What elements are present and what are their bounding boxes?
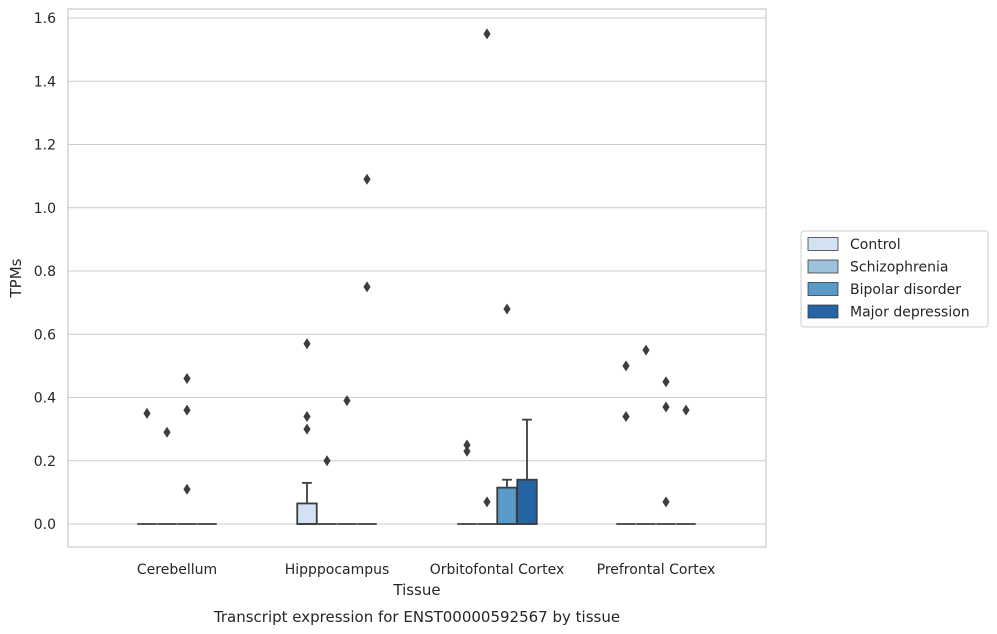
plot-area-frame — [67, 8, 767, 548]
box-group — [157, 426, 177, 525]
outlier-point — [662, 496, 670, 508]
outlier-point — [163, 426, 171, 438]
outlier-point — [463, 445, 471, 457]
y-tick-label: 1.2 — [34, 138, 56, 154]
outlier-point — [343, 395, 351, 407]
outlier-point — [682, 404, 690, 416]
legend-label: Control — [850, 237, 901, 253]
x-tick-label: Orbitofontal Cortex — [430, 562, 565, 578]
outlier-point — [622, 360, 630, 372]
outlier-point — [363, 173, 371, 185]
legend-swatch — [807, 304, 839, 319]
box — [496, 486, 518, 525]
x-tick-label: Prefrontal Cortex — [597, 562, 716, 578]
outlier-point — [483, 496, 491, 508]
outlier-point — [363, 281, 371, 293]
x-tick-label: Cerebellum — [137, 562, 217, 578]
outlier-point — [323, 455, 331, 467]
box-group — [296, 338, 318, 525]
outlier-point — [183, 483, 191, 495]
outlier-point — [662, 376, 670, 388]
x-tick-label: Hipppocampus — [285, 562, 390, 578]
box-group — [137, 407, 157, 525]
chart-title: Transcript expression for ENST0000059256… — [213, 608, 620, 626]
legend-swatch — [807, 282, 839, 296]
box-group — [337, 395, 357, 525]
x-axis-ticks: Cerebellum Hipppocampus Orbitofontal Corte… — [137, 562, 715, 578]
box-group — [477, 28, 497, 525]
legend-label: Bipolar disorder — [850, 282, 961, 298]
box — [296, 502, 318, 525]
box — [516, 478, 538, 525]
outlier-point — [622, 410, 630, 422]
y-tick-label: 0.8 — [34, 264, 56, 280]
legend-frame — [800, 230, 989, 328]
box-group — [177, 373, 197, 525]
y-tick-label: 0.6 — [34, 327, 56, 343]
outlier-point — [483, 28, 491, 40]
box-group — [516, 418, 538, 525]
gridlines — [68, 17, 766, 525]
outlier-point — [303, 410, 311, 422]
y-tick-label: 0.0 — [34, 517, 56, 533]
box-group — [636, 344, 656, 525]
outlier-point — [303, 338, 311, 350]
outlier-point — [503, 303, 511, 315]
box-group — [496, 303, 518, 525]
outlier-point — [463, 439, 471, 451]
box-group — [317, 455, 337, 525]
outlier-point — [662, 401, 670, 413]
outlier-point — [303, 423, 311, 435]
outlier-point — [642, 344, 650, 356]
y-tick-label: 0.4 — [34, 391, 56, 407]
outlier-point — [143, 407, 151, 419]
y-axis-ticks: 0.0 0.2 0.4 0.6 0.8 1.0 1.2 1.4 1.6 — [34, 11, 56, 533]
box-group — [457, 439, 477, 525]
y-axis-label: TPMs — [7, 258, 25, 298]
legend-label: Major depression — [850, 305, 970, 321]
box-marks — [137, 28, 696, 525]
outlier-point — [183, 404, 191, 416]
y-tick-label: 0.2 — [34, 454, 56, 470]
box-group — [357, 173, 377, 525]
box-group — [676, 404, 696, 525]
legend: Control Schizophrenia Bipolar disorder Majo… — [800, 230, 989, 328]
legend-swatch — [807, 259, 839, 274]
y-tick-label: 1.0 — [34, 201, 56, 217]
box-group — [656, 376, 676, 525]
legend-label: Schizophrenia — [850, 260, 948, 276]
x-axis-label: Tissue — [392, 581, 440, 599]
y-tick-label: 1.4 — [34, 74, 56, 90]
box-group — [616, 360, 636, 525]
y-tick-label: 1.6 — [34, 11, 56, 27]
outlier-point — [183, 373, 191, 385]
legend-swatch — [807, 237, 839, 251]
